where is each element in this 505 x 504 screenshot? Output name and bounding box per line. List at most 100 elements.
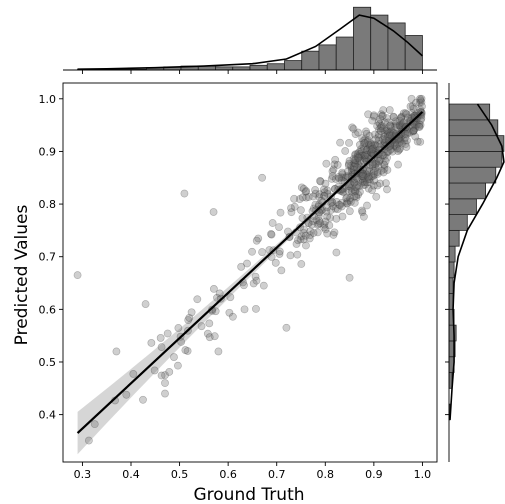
scatter-point: [359, 157, 368, 165]
scatter-point: [313, 220, 322, 229]
scatter-point: [268, 219, 277, 227]
scatter-point: [367, 172, 376, 181]
scatter-point: [302, 241, 310, 250]
scatter-point: [378, 135, 387, 144]
right-histogram-bar: [448, 229, 460, 247]
scatter-point: [403, 136, 411, 145]
scatter-point: [415, 122, 423, 131]
scatter-point: [402, 110, 411, 119]
scatter-point: [379, 150, 388, 159]
top-histogram-bar: [318, 44, 337, 71]
scatter-point: [397, 113, 405, 122]
scatter-point: [350, 198, 359, 207]
scatter-point: [337, 199, 346, 207]
scatter-point: [161, 389, 169, 398]
scatter-point: [355, 152, 363, 161]
scatter-point: [396, 130, 405, 139]
scatter-point: [409, 127, 418, 136]
scatter-point: [354, 160, 363, 168]
scatter-point: [277, 266, 286, 275]
scatter-point: [214, 347, 223, 356]
scatter-point: [358, 206, 366, 215]
scatter-point: [401, 129, 410, 138]
scatter-point: [380, 126, 389, 135]
scatter-point: [359, 172, 367, 180]
scatter-point: [355, 187, 364, 196]
scatter-point: [368, 186, 376, 195]
scatter-point: [367, 145, 376, 154]
scatter-point: [298, 193, 307, 202]
scatter-point: [378, 111, 387, 120]
right-marginal-histogram: [445, 83, 505, 462]
scatter-point: [361, 138, 369, 147]
scatter-point: [183, 347, 192, 355]
scatter-point: [320, 188, 329, 197]
scatter-point: [376, 155, 385, 163]
scatter-point: [382, 179, 390, 188]
right-histogram-bar: [448, 245, 456, 263]
scatter-point: [358, 170, 367, 179]
right-histogram-bar: [448, 198, 477, 215]
scatter-point: [163, 329, 172, 338]
scatter-point: [360, 151, 369, 160]
scatter-point: [321, 217, 330, 226]
scatter-point: [249, 279, 258, 288]
scatter-point: [383, 148, 391, 157]
scatter-point: [402, 143, 411, 151]
scatter-point: [390, 129, 399, 137]
scatter-point: [352, 183, 360, 192]
scatter-point: [358, 172, 367, 180]
scatter-point: [371, 160, 379, 168]
right-histogram-bar: [448, 151, 503, 168]
scatter-point: [156, 334, 165, 342]
scatter-point: [346, 197, 355, 206]
scatter-point: [329, 165, 338, 174]
scatter-point: [360, 154, 369, 163]
y-axis-title: Predicted Values: [12, 204, 32, 345]
scatter-point: [367, 139, 375, 148]
top-histogram-bar: [370, 14, 389, 71]
scatter-point: [193, 295, 202, 304]
scatter-point: [305, 234, 314, 243]
y-tick-label: 1.0: [39, 93, 57, 106]
scatter-point: [357, 145, 366, 154]
scatter-point: [376, 140, 385, 148]
scatter-point: [343, 197, 351, 206]
scatter-point: [343, 199, 352, 208]
scatter-point: [369, 181, 378, 190]
top-histogram-bar: [301, 50, 320, 71]
scatter-point: [208, 305, 216, 314]
scatter-point: [306, 227, 315, 236]
scatter-point: [399, 109, 408, 118]
scatter-point: [369, 168, 378, 177]
scatter-point: [331, 175, 340, 183]
scatter-point: [345, 139, 353, 147]
scatter-point: [358, 177, 367, 186]
scatter-point: [387, 127, 396, 135]
regression-line: [76, 111, 424, 434]
scatter-point: [377, 122, 385, 131]
top-marginal-histogram: [63, 6, 437, 74]
scatter-point: [380, 161, 389, 170]
scatter-point: [296, 235, 305, 244]
scatter-point: [129, 370, 138, 378]
scatter-point: [361, 135, 370, 143]
scatter-point: [371, 130, 379, 139]
scatter-point: [299, 229, 308, 237]
x-tick-label: 0.7: [268, 468, 286, 481]
scatter-point: [382, 126, 391, 134]
scatter-point: [225, 308, 234, 317]
top-histogram-bar: [335, 36, 354, 71]
scatter-point: [275, 250, 284, 258]
scatter-point: [391, 117, 400, 126]
scatter-point: [275, 247, 284, 256]
scatter-point: [393, 139, 402, 148]
scatter-point: [396, 116, 404, 125]
right-histogram-bar: [448, 261, 455, 279]
scatter-point: [397, 112, 406, 121]
scatter-point: [292, 240, 301, 248]
scatter-point: [325, 221, 334, 230]
scatter-point: [73, 271, 82, 280]
scatter-point: [358, 151, 367, 160]
scatter-point: [381, 136, 390, 145]
